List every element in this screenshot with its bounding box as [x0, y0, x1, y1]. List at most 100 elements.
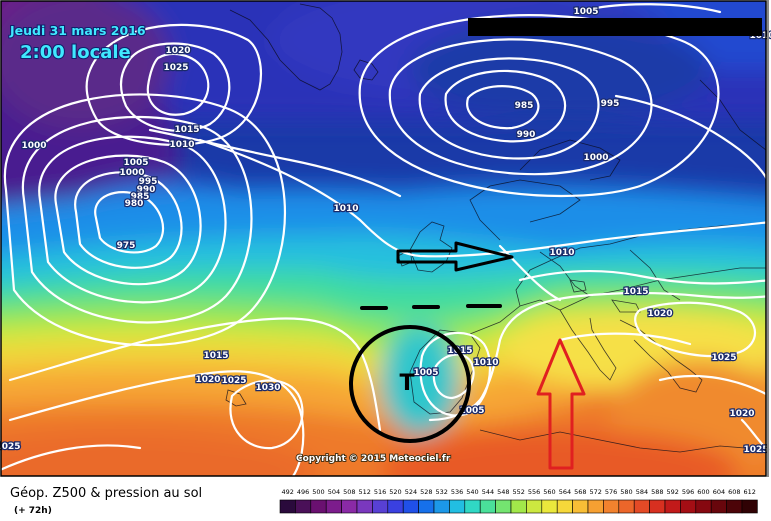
scale-label: 524	[405, 488, 417, 496]
scale-swatch	[464, 499, 481, 514]
map-border	[0, 0, 767, 477]
northward-arrow	[536, 338, 586, 470]
scale-swatch	[618, 499, 635, 514]
isobar-label: 1005	[573, 7, 598, 17]
scale-label: 560	[543, 488, 555, 496]
isobar-label: 1020	[195, 375, 220, 385]
scale-swatch	[726, 499, 743, 514]
scale-swatch	[741, 499, 758, 514]
isobar-label: 1015	[174, 125, 199, 135]
low-pressure-circle: T	[349, 325, 471, 443]
low-center-marker: T	[399, 371, 414, 396]
scale-label: 556	[528, 488, 540, 496]
scale-swatch	[479, 499, 496, 514]
scale-label: 528	[420, 488, 432, 496]
scale-label: 552	[512, 488, 524, 496]
scale-swatch	[587, 499, 604, 514]
dashed-line	[360, 304, 502, 310]
scale-label: 564	[559, 488, 571, 496]
scale-label: 532	[435, 488, 447, 496]
isobars	[1, 3, 766, 476]
isobar-label: 1025	[711, 353, 736, 363]
isobar-label: 1000	[119, 168, 144, 178]
scale-swatch	[356, 499, 373, 514]
isobar-label: 1005	[413, 368, 438, 378]
isobar-label: 1010	[333, 204, 358, 214]
scale-swatch	[541, 499, 558, 514]
scale-swatch	[325, 499, 342, 514]
isobar-label: 985	[515, 101, 534, 111]
scale-label: 608	[728, 488, 740, 496]
scale-label: 576	[605, 488, 617, 496]
scale-label: 568	[574, 488, 586, 496]
scale-label: 544	[482, 488, 494, 496]
isobar-label: 1010	[169, 140, 194, 150]
eastward-arrow	[396, 241, 514, 272]
isobar-label: 990	[517, 130, 536, 140]
scale-label: 580	[620, 488, 632, 496]
scale-label: 584	[636, 488, 648, 496]
isobar-label: 980	[125, 199, 144, 209]
isobar-label: 1000	[583, 153, 608, 163]
scale-swatch	[372, 499, 389, 514]
scale-swatch	[695, 499, 712, 514]
scale-swatch	[556, 499, 573, 514]
scale-swatch	[495, 499, 512, 514]
run-info-box	[468, 18, 762, 36]
isobar-label: 1010	[549, 248, 574, 258]
scale-label: 548	[497, 488, 509, 496]
scale-label: 588	[651, 488, 663, 496]
map-footer: Géop. Z500 & pression au sol (+ 72h) 492…	[0, 477, 771, 521]
scale-swatch	[526, 499, 543, 514]
scale-swatch	[402, 499, 419, 514]
scale-swatch	[310, 499, 327, 514]
scale-label: 516	[374, 488, 386, 496]
map-header: Jeudi 31 mars 2016 2:00 locale	[8, 18, 762, 64]
scale-swatch	[449, 499, 466, 514]
isobar-label: 1015	[203, 351, 228, 361]
isobar-label: 1020	[647, 309, 672, 319]
color-scale	[279, 499, 758, 514]
scale-label: 612	[743, 488, 755, 496]
isobar-label: 1020	[729, 409, 754, 419]
isobar-label: 1030	[255, 383, 280, 393]
scale-swatch	[433, 499, 450, 514]
scale-label: 536	[451, 488, 463, 496]
scale-swatch	[680, 499, 697, 514]
scale-swatch	[418, 499, 435, 514]
footer-title: Géop. Z500 & pression au sol	[10, 486, 202, 501]
scale-swatch	[279, 499, 296, 514]
scale-label: 500	[312, 488, 324, 496]
scale-labels: 492 496 500 504 508 512 516 520 524 528 532 536 540 5…	[281, 488, 755, 496]
scale-swatch	[633, 499, 650, 514]
footer-range: (+ 72h)	[14, 506, 52, 516]
scale-label: 572	[589, 488, 601, 496]
isobar-label: 995	[139, 177, 158, 187]
scale-swatch	[572, 499, 589, 514]
scale-label: 596	[682, 488, 694, 496]
scale-label: 520	[389, 488, 401, 496]
isobar-label: 1020	[165, 46, 190, 56]
scale-label: 540	[466, 488, 478, 496]
scale-label: 600	[697, 488, 709, 496]
forecast-time: 2:00 locale	[20, 42, 131, 63]
scale-label: 512	[358, 488, 370, 496]
isobar-label: 1015	[623, 287, 648, 297]
scale-swatch	[295, 499, 312, 514]
isobar-label: 990	[137, 185, 156, 195]
scale-swatch	[603, 499, 620, 514]
scale-swatch	[341, 499, 358, 514]
isobar-label: 975	[117, 241, 136, 251]
scale-label: 592	[666, 488, 678, 496]
scale-label: 508	[343, 488, 355, 496]
isobar-label: 1005	[123, 158, 148, 168]
scale-swatch	[664, 499, 681, 514]
scale-label: 496	[297, 488, 309, 496]
scale-label: 492	[281, 488, 293, 496]
isobar-label: 995	[601, 99, 620, 109]
isobar-label: 985	[131, 192, 150, 202]
isobar-label: 1000	[21, 141, 46, 151]
isobar-label: 1025	[221, 376, 246, 386]
isobar-label: 1010	[473, 358, 498, 368]
